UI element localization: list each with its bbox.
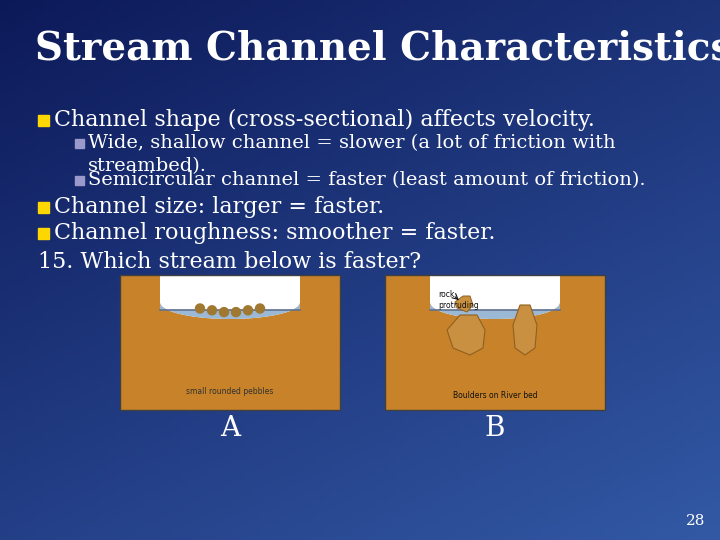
Bar (38, 202, 49, 213)
Polygon shape (447, 315, 485, 355)
Text: rock
protruding: rock protruding (438, 291, 479, 310)
Text: small rounded pebbles: small rounded pebbles (186, 388, 274, 396)
Polygon shape (160, 302, 300, 319)
Polygon shape (513, 305, 537, 355)
Text: streambed).: streambed). (88, 157, 207, 175)
Bar (385, 275, 605, 410)
Text: 28: 28 (685, 514, 705, 528)
Bar (38, 115, 49, 126)
Text: A: A (220, 415, 240, 442)
Text: B: B (485, 415, 505, 442)
Text: Channel roughness: smoother = faster.: Channel roughness: smoother = faster. (54, 221, 495, 244)
Bar (120, 275, 340, 410)
Text: Wide, shallow channel = slower (a lot of friction with: Wide, shallow channel = slower (a lot of… (88, 134, 616, 152)
Circle shape (232, 308, 240, 316)
Circle shape (243, 306, 253, 315)
Bar (120, 275, 340, 410)
Text: 15. Which stream below is faster?: 15. Which stream below is faster? (38, 251, 421, 273)
Bar (75, 139, 84, 148)
Bar (75, 176, 84, 185)
Circle shape (207, 306, 217, 315)
Polygon shape (455, 296, 473, 312)
Polygon shape (385, 275, 605, 410)
Circle shape (220, 308, 228, 316)
Text: Channel size: larger = faster.: Channel size: larger = faster. (54, 195, 384, 218)
Text: Channel shape (cross-sectional) affects velocity.: Channel shape (cross-sectional) affects … (54, 109, 595, 131)
Polygon shape (120, 275, 340, 410)
Text: Semicircular channel = faster (least amount of friction).: Semicircular channel = faster (least amo… (88, 172, 646, 190)
Circle shape (196, 304, 204, 313)
Bar (385, 275, 605, 410)
Bar (38, 228, 49, 239)
Polygon shape (430, 302, 560, 319)
Text: Boulders on River bed: Boulders on River bed (453, 390, 537, 400)
Circle shape (256, 304, 264, 313)
Text: Stream Channel Characteristics: Stream Channel Characteristics (35, 30, 720, 68)
